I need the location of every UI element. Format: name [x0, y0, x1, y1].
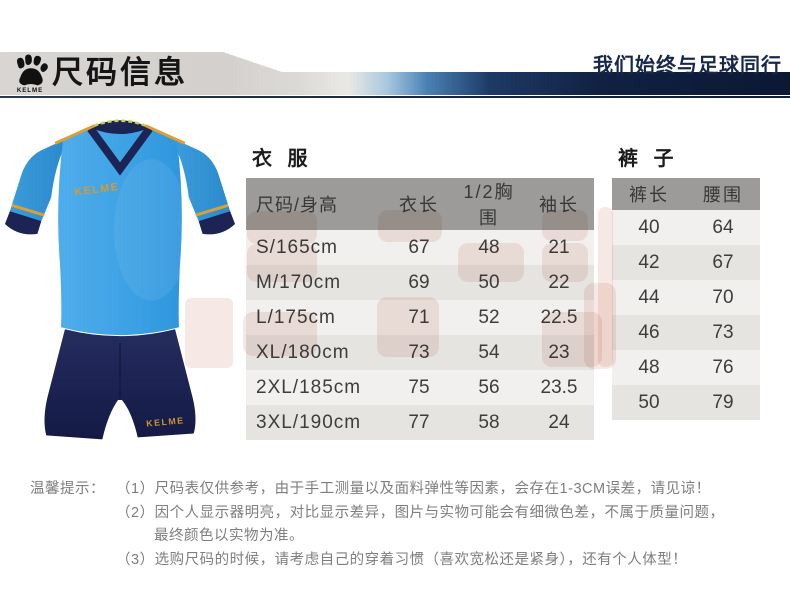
- table-cell: 23.5: [524, 370, 594, 405]
- table-row: 3XL/190cm 77 58 24: [246, 405, 594, 440]
- table-cell: L/175cm: [246, 300, 384, 335]
- table-cell: 48: [612, 350, 686, 385]
- chest-kelme-text: KELME: [74, 181, 120, 198]
- table-cell: 54: [454, 335, 524, 370]
- clothes-section-title: 衣 服: [252, 148, 313, 170]
- table-cell: 42: [612, 245, 686, 280]
- note-line: （3）选购尺码的时候，请考虑自己的穿着习惯（喜欢宽松还是紧身），还有个人体型！: [116, 551, 688, 568]
- table-cell: 40: [612, 210, 686, 245]
- clothes-size-table: 尺码/身高 衣长 1/2胸围 袖长 S/165cm 67 48 21 M/170cm 69 50 22…: [246, 178, 594, 440]
- table-row: 2XL/185cm 75 56 23.5: [246, 370, 594, 405]
- table-row: 40 64: [612, 210, 760, 245]
- table-cell: 50: [612, 385, 686, 420]
- table-cell: 67: [384, 230, 454, 265]
- column-header: 尺码/身高: [246, 178, 384, 230]
- svg-text:KELME: KELME: [17, 87, 43, 94]
- table-cell: 58: [454, 405, 524, 440]
- table-cell: 52: [454, 300, 524, 335]
- header-row: 裤长 腰围: [612, 178, 760, 210]
- shorts-kelme-text: KELME: [146, 415, 185, 428]
- table-row: M/170cm 69 50 22: [246, 265, 594, 300]
- note-line: （2）因个人显示器明亮，对比显示差异，图片与实物可能会有细微色差，不属于质量问题…: [116, 504, 725, 521]
- jersey-product-image: KELME KELME: [4, 119, 236, 440]
- table-cell: 46: [612, 315, 686, 350]
- kelme-paw-logo-icon: KELME: [17, 54, 48, 94]
- notes-footer: 温馨提示： （1）尺码表仅供参考，由于手工测量以及面料弹性等因素，会存在1-3C…: [30, 478, 778, 572]
- table-cell: 21: [524, 230, 594, 265]
- table-row: XL/180cm 73 54 23: [246, 335, 594, 370]
- table-cell: 70: [686, 280, 760, 315]
- table-row: S/165cm 67 48 21: [246, 230, 594, 265]
- table-cell: 24: [524, 405, 594, 440]
- table-cell: 71: [384, 300, 454, 335]
- pants-section: 裤 子 裤长 腰围 40 64 42 67 44 70 46 73 48 76 50 79: [612, 146, 760, 420]
- column-header: 腰围: [686, 178, 760, 210]
- column-header: 裤长: [612, 178, 686, 210]
- table-cell: 2XL/185cm: [246, 370, 384, 405]
- table-cell: 77: [384, 405, 454, 440]
- table-row: 44 70: [612, 280, 760, 315]
- watermark-tile: [598, 207, 613, 367]
- header-rule: [0, 96, 790, 98]
- clothes-section: 衣 服 尺码/身高 衣长 1/2胸围 袖长 S/165cm 67 48 21 M/170cm 69…: [246, 146, 594, 440]
- table-cell: 79: [686, 385, 760, 420]
- note-line: （1）尺码表仅供参考，由于手工测量以及面料弹性等因素，会存在1-3CM误差，请见…: [116, 481, 711, 497]
- table-cell: M/170cm: [246, 265, 384, 300]
- table-cell: 56: [454, 370, 524, 405]
- table-cell: 75: [384, 370, 454, 405]
- table-cell: 22: [524, 265, 594, 300]
- table-row: 42 67: [612, 245, 760, 280]
- table-cell: 23: [524, 335, 594, 370]
- pants-section-title: 裤 子: [618, 148, 679, 170]
- table-cell: 48: [454, 230, 524, 265]
- column-header: 衣长: [384, 178, 454, 230]
- note-line: 最终颜色以实物为准。: [154, 528, 304, 544]
- table-cell: 69: [384, 265, 454, 300]
- column-header: 袖长: [524, 178, 594, 230]
- table-cell: 73: [384, 335, 454, 370]
- table-cell: 76: [686, 350, 760, 385]
- column-header: 1/2胸围: [454, 178, 524, 230]
- header-row: 尺码/身高 衣长 1/2胸围 袖长: [246, 178, 594, 230]
- notes-label: 温馨提示：: [30, 481, 105, 497]
- table-row: 46 73: [612, 315, 760, 350]
- table-cell: 64: [686, 210, 760, 245]
- table-row: 50 79: [612, 385, 760, 420]
- table-row: 48 76: [612, 350, 760, 385]
- notes-lines: （1）尺码表仅供参考，由于手工测量以及面料弹性等因素，会存在1-3CM误差，请见…: [116, 478, 778, 572]
- header-slogan: 我们始终与足球同行: [593, 55, 782, 77]
- table-cell: S/165cm: [246, 230, 384, 265]
- table-row: L/175cm 71 52 22.5: [246, 300, 594, 335]
- pants-size-table: 裤长 腰围 40 64 42 67 44 70 46 73 48 76 50 79: [612, 178, 760, 420]
- table-cell: 3XL/190cm: [246, 405, 384, 440]
- page-title: 尺码信息: [52, 55, 188, 90]
- table-cell: 22.5: [524, 300, 594, 335]
- table-cell: 73: [686, 315, 760, 350]
- table-cell: 67: [686, 245, 760, 280]
- table-cell: 50: [454, 265, 524, 300]
- table-cell: XL/180cm: [246, 335, 384, 370]
- table-cell: 44: [612, 280, 686, 315]
